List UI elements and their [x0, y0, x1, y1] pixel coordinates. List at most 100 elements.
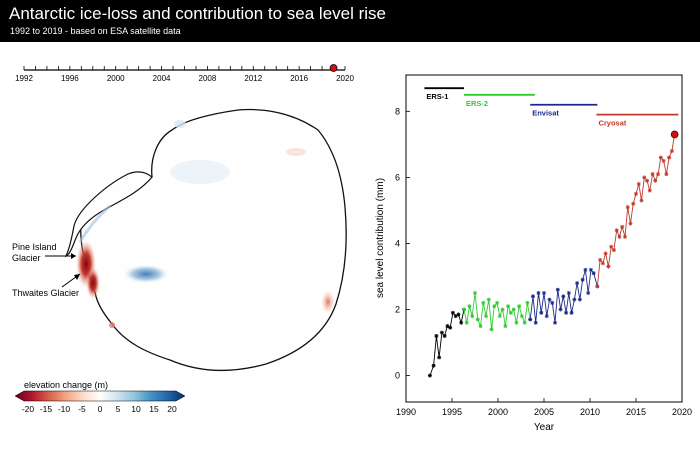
- data-point: [583, 267, 588, 272]
- colorbar-legend: elevation change (m) -20 -15 -10 -5 0 5 10 15 20: [14, 380, 186, 414]
- data-point: [588, 267, 593, 272]
- timeline-current-year-marker[interactable]: [329, 64, 338, 72]
- y-axis-label: sea level contribution (mm): [375, 178, 386, 298]
- data-point: [495, 300, 500, 305]
- colorbar-tick-label: 15: [149, 404, 159, 414]
- data-point: [533, 320, 538, 325]
- data-point: [658, 155, 663, 160]
- data-point: [484, 314, 489, 319]
- data-point: [445, 324, 450, 329]
- peninsula-shelf: [78, 204, 111, 243]
- data-point: [634, 191, 638, 196]
- data-point: [575, 281, 580, 286]
- data-point: [539, 310, 544, 315]
- data-point: [611, 248, 616, 253]
- data-point: [553, 320, 558, 325]
- data-point: [470, 314, 475, 319]
- data-point: [450, 310, 455, 315]
- data-point: [636, 182, 641, 186]
- data-point: [467, 304, 472, 309]
- x-tick-label: 2005: [534, 407, 554, 417]
- data-point: [625, 205, 630, 210]
- mission-label: Cryosat: [598, 119, 626, 128]
- data-point: [566, 291, 571, 295]
- data-point: [631, 201, 636, 206]
- thwaites-arrowhead: [74, 274, 80, 280]
- timeline-tick-label: 2012: [244, 74, 262, 83]
- data-point: [439, 330, 444, 335]
- data-point: [639, 198, 644, 203]
- data-point: [481, 300, 486, 305]
- colorbar-tick-label: -10: [58, 404, 71, 414]
- data-point: [667, 155, 672, 160]
- data-point: [577, 297, 582, 302]
- y-tick-label: 4: [395, 238, 400, 248]
- plot-frame: [405, 74, 683, 403]
- glacier-labels: Pine Island Glacier Thwaites Glacier: [12, 242, 81, 298]
- data-point: [525, 300, 530, 305]
- coastal-red-spot: [109, 322, 115, 328]
- timeline-tick-label: 2008: [199, 74, 217, 83]
- data-point: [536, 291, 541, 295]
- colorbar: [14, 390, 186, 402]
- data-point: [528, 317, 533, 322]
- timeline-tick-label: 2004: [153, 74, 171, 83]
- data-point: [591, 271, 596, 276]
- thwaites-loss-area: [86, 267, 100, 299]
- colorbar-ticks: -20 -15 -10 -5 0 5 10 15 20: [22, 404, 177, 414]
- x-tick-label: 2020: [672, 407, 692, 417]
- data-point: [464, 320, 469, 325]
- data-point: [603, 251, 608, 256]
- colorbar-tick-label: 10: [131, 404, 141, 414]
- y-tick-label: 8: [395, 106, 400, 116]
- antarctic-peninsula: [64, 171, 153, 258]
- series-line: [463, 292, 531, 330]
- pine-island-label-line2: Glacier: [12, 253, 41, 263]
- sea-level-chart: ERS-1 ERS-2 Envisat Cryosat 1990 1995 2000 200…: [375, 74, 692, 433]
- figure-panel: 1992 1996 2000 2004 2008 2012 2016 2020 Pine Is…: [0, 42, 700, 455]
- mission-label: ERS-1: [426, 92, 448, 101]
- data-point: [614, 228, 619, 233]
- data-point: [609, 244, 614, 249]
- y-tick-label: 6: [395, 172, 400, 182]
- colorbar-tick-label: 0: [98, 404, 103, 414]
- data-point: [503, 324, 508, 329]
- timeline-tick-label: 2020: [336, 74, 354, 83]
- x-tick-label: 2015: [626, 407, 646, 417]
- coastal-blue-patch: [174, 120, 186, 128]
- x-axis-label: Year: [534, 422, 555, 433]
- x-tick-label: 1990: [396, 407, 416, 417]
- data-point: [595, 284, 600, 289]
- data-point: [508, 310, 513, 315]
- data-point: [606, 264, 611, 269]
- data-point: [580, 277, 585, 282]
- data-point: [486, 297, 491, 302]
- coastal-red-patch: [286, 148, 306, 156]
- data-point: [522, 320, 527, 325]
- data-point: [530, 294, 535, 299]
- data-point: [453, 314, 458, 319]
- colorbar-tick-label: -5: [78, 404, 86, 414]
- data-point: [561, 294, 566, 299]
- axis-ticks: 1990 1995 2000 2005 2010 2015 2020 0 2 4 6 8: [395, 106, 692, 417]
- series-lines: [429, 134, 676, 376]
- timeline-ticks: 1992 1996 2000 2004 2008 2012 2016 2020: [15, 66, 354, 83]
- mission-bars: ERS-1 ERS-2 Envisat Cryosat: [424, 87, 679, 128]
- pine-island-label-line1: Pine Island: [12, 242, 57, 252]
- data-point: [650, 172, 655, 177]
- data-point: [598, 257, 603, 262]
- latest-value-marker: [670, 130, 679, 139]
- data-point: [628, 221, 633, 226]
- pine-island-arrowhead: [71, 253, 76, 259]
- colorbar-tick-label: 5: [116, 404, 121, 414]
- data-point: [500, 307, 505, 312]
- data-point: [456, 312, 461, 317]
- data-point: [506, 304, 511, 309]
- colorbar-tick-label: 20: [167, 404, 177, 414]
- mission-label: ERS-2: [466, 99, 488, 108]
- data-point: [620, 224, 625, 229]
- data-point: [544, 314, 549, 319]
- data-point: [431, 363, 436, 368]
- data-point: [492, 304, 497, 309]
- colorbar-tick-label: -15: [40, 404, 53, 414]
